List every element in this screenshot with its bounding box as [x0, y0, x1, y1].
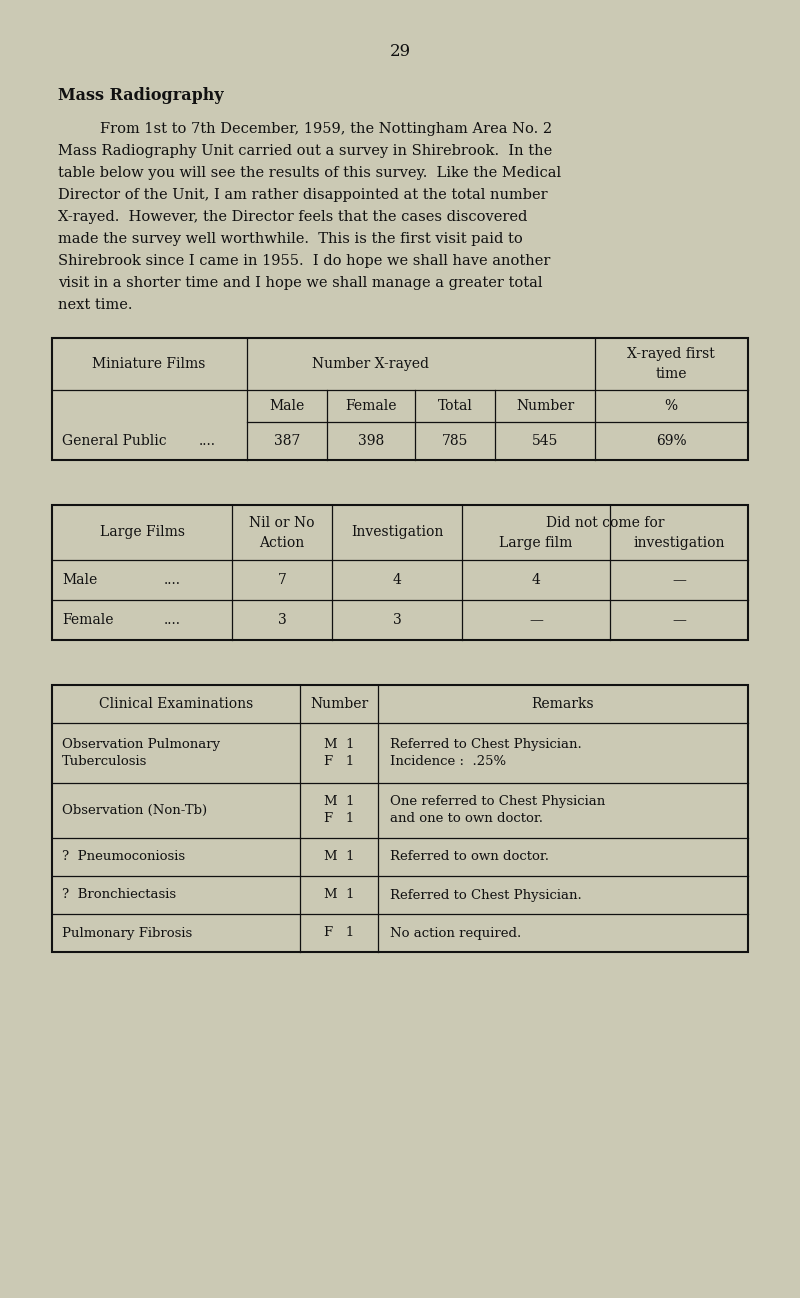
Text: F   1: F 1 — [324, 755, 354, 768]
Text: M  1: M 1 — [324, 850, 354, 863]
Text: investigation: investigation — [634, 536, 725, 550]
Bar — [52, 685, 748, 951]
Text: No action required.: No action required. — [390, 927, 522, 940]
Text: 387: 387 — [274, 434, 300, 448]
Text: —: — — [529, 613, 543, 627]
Text: F   1: F 1 — [324, 813, 354, 826]
Text: Remarks: Remarks — [532, 697, 594, 711]
Text: visit in a shorter time and I hope we shall manage a greater total: visit in a shorter time and I hope we sh… — [58, 276, 542, 289]
Text: Tuberculosis: Tuberculosis — [62, 755, 147, 768]
Text: 4: 4 — [393, 572, 402, 587]
Text: 545: 545 — [532, 434, 558, 448]
Text: Male: Male — [62, 572, 98, 587]
Text: —: — — [672, 613, 686, 627]
Text: Large film: Large film — [499, 536, 573, 550]
Text: 785: 785 — [442, 434, 468, 448]
Text: Director of the Unit, I am rather disappointed at the total number: Director of the Unit, I am rather disapp… — [58, 188, 548, 202]
Text: table below you will see the results of this survey.  Like the Medical: table below you will see the results of … — [58, 166, 561, 180]
Text: 3: 3 — [393, 613, 402, 627]
Text: Number X-rayed: Number X-rayed — [313, 357, 430, 371]
Text: Did not come for: Did not come for — [546, 517, 664, 530]
Text: Number: Number — [310, 697, 368, 711]
Text: —: — — [672, 572, 686, 587]
Text: M  1: M 1 — [324, 794, 354, 807]
Text: Total: Total — [438, 398, 473, 413]
Text: From 1st to 7th December, 1959, the Nottingham Area No. 2: From 1st to 7th December, 1959, the Nott… — [100, 122, 552, 136]
Text: Nil or No: Nil or No — [250, 517, 314, 530]
Text: 398: 398 — [358, 434, 384, 448]
Text: 4: 4 — [531, 572, 541, 587]
Text: X-rayed.  However, the Director feels that the cases discovered: X-rayed. However, the Director feels tha… — [58, 210, 527, 225]
Text: M  1: M 1 — [324, 889, 354, 902]
Text: made the survey well worthwhile.  This is the first visit paid to: made the survey well worthwhile. This is… — [58, 232, 522, 247]
Text: 7: 7 — [278, 572, 286, 587]
Text: ....: .... — [163, 572, 181, 587]
Text: ....: .... — [198, 434, 215, 448]
Text: Action: Action — [259, 536, 305, 550]
Bar — [52, 505, 748, 640]
Text: X-rayed first: X-rayed first — [627, 347, 715, 361]
Text: Investigation: Investigation — [351, 524, 443, 539]
Text: F   1: F 1 — [324, 927, 354, 940]
Text: One referred to Chest Physician: One referred to Chest Physician — [390, 794, 606, 807]
Text: Miniature Films: Miniature Films — [92, 357, 206, 371]
Text: Observation (Non-Tb): Observation (Non-Tb) — [62, 803, 207, 816]
Text: 69%: 69% — [656, 434, 686, 448]
Text: Shirebrook since I came in 1955.  I do hope we shall have another: Shirebrook since I came in 1955. I do ho… — [58, 254, 550, 267]
Text: 3: 3 — [278, 613, 286, 627]
Text: Incidence :  .25%: Incidence : .25% — [390, 755, 506, 768]
Text: General Public: General Public — [62, 434, 166, 448]
Text: Female: Female — [346, 398, 397, 413]
Text: Referred to Chest Physician.: Referred to Chest Physician. — [390, 739, 582, 752]
Text: Number: Number — [516, 398, 574, 413]
Text: time: time — [655, 367, 686, 382]
Text: Observation Pulmonary: Observation Pulmonary — [62, 739, 220, 752]
Text: ?  Bronchiectasis: ? Bronchiectasis — [62, 889, 176, 902]
Text: Mass Radiography: Mass Radiography — [58, 87, 224, 104]
Text: Clinical Examinations: Clinical Examinations — [99, 697, 253, 711]
Text: Referred to Chest Physician.: Referred to Chest Physician. — [390, 889, 582, 902]
Text: %: % — [665, 398, 678, 413]
Text: Large Films: Large Films — [99, 524, 185, 539]
Text: Mass Radiography Unit carried out a survey in Shirebrook.  In the: Mass Radiography Unit carried out a surv… — [58, 144, 552, 158]
Text: M  1: M 1 — [324, 739, 354, 752]
Text: Female: Female — [62, 613, 114, 627]
Text: Male: Male — [270, 398, 305, 413]
Text: next time.: next time. — [58, 299, 133, 312]
Text: 29: 29 — [390, 44, 410, 61]
Text: and one to own doctor.: and one to own doctor. — [390, 813, 543, 826]
Text: ....: .... — [163, 613, 181, 627]
Text: ?  Pneumoconiosis: ? Pneumoconiosis — [62, 850, 185, 863]
Text: Pulmonary Fibrosis: Pulmonary Fibrosis — [62, 927, 192, 940]
Text: Referred to own doctor.: Referred to own doctor. — [390, 850, 549, 863]
Bar — [52, 337, 748, 459]
